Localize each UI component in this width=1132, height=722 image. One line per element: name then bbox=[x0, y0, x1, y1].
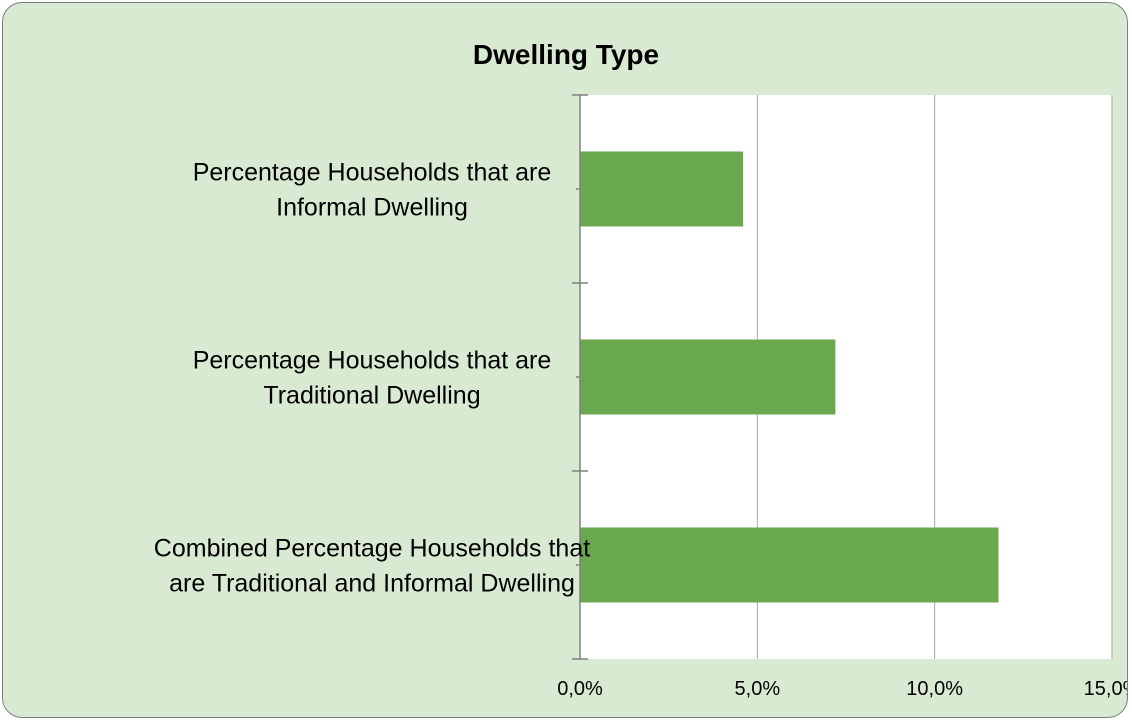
y-axis bbox=[572, 94, 588, 660]
bars bbox=[580, 151, 999, 603]
category-label-1-line-0: Percentage Households that are bbox=[193, 347, 552, 375]
category-label-0-line-1: Informal Dwelling bbox=[276, 194, 468, 222]
x-tick-label-2: 10,0% bbox=[906, 678, 963, 700]
x-tick-label-0: 0,0% bbox=[557, 678, 603, 700]
bar-0 bbox=[580, 151, 744, 227]
category-labels: Percentage Households that are Informal D… bbox=[154, 159, 590, 598]
x-tick-labels: 0,0% 5,0% 10,0% 15,0% bbox=[557, 678, 1128, 700]
x-tick-label-1: 5,0% bbox=[735, 678, 781, 700]
bar-chart: Dwelling Type Percentage Households that… bbox=[154, 39, 1128, 700]
category-label-2-line-1: are Traditional and Informal Dwelling bbox=[169, 570, 575, 598]
bar-1 bbox=[580, 339, 836, 415]
category-label-0-line-0: Percentage Households that are bbox=[193, 159, 552, 187]
category-label-1-line-1: Traditional Dwelling bbox=[263, 382, 480, 410]
x-tick-label-3: 15,0% bbox=[1084, 678, 1128, 700]
chart-title: Dwelling Type bbox=[473, 39, 659, 70]
category-label-2-line-0: Combined Percentage Households that bbox=[154, 535, 590, 563]
bar-2 bbox=[580, 527, 999, 603]
